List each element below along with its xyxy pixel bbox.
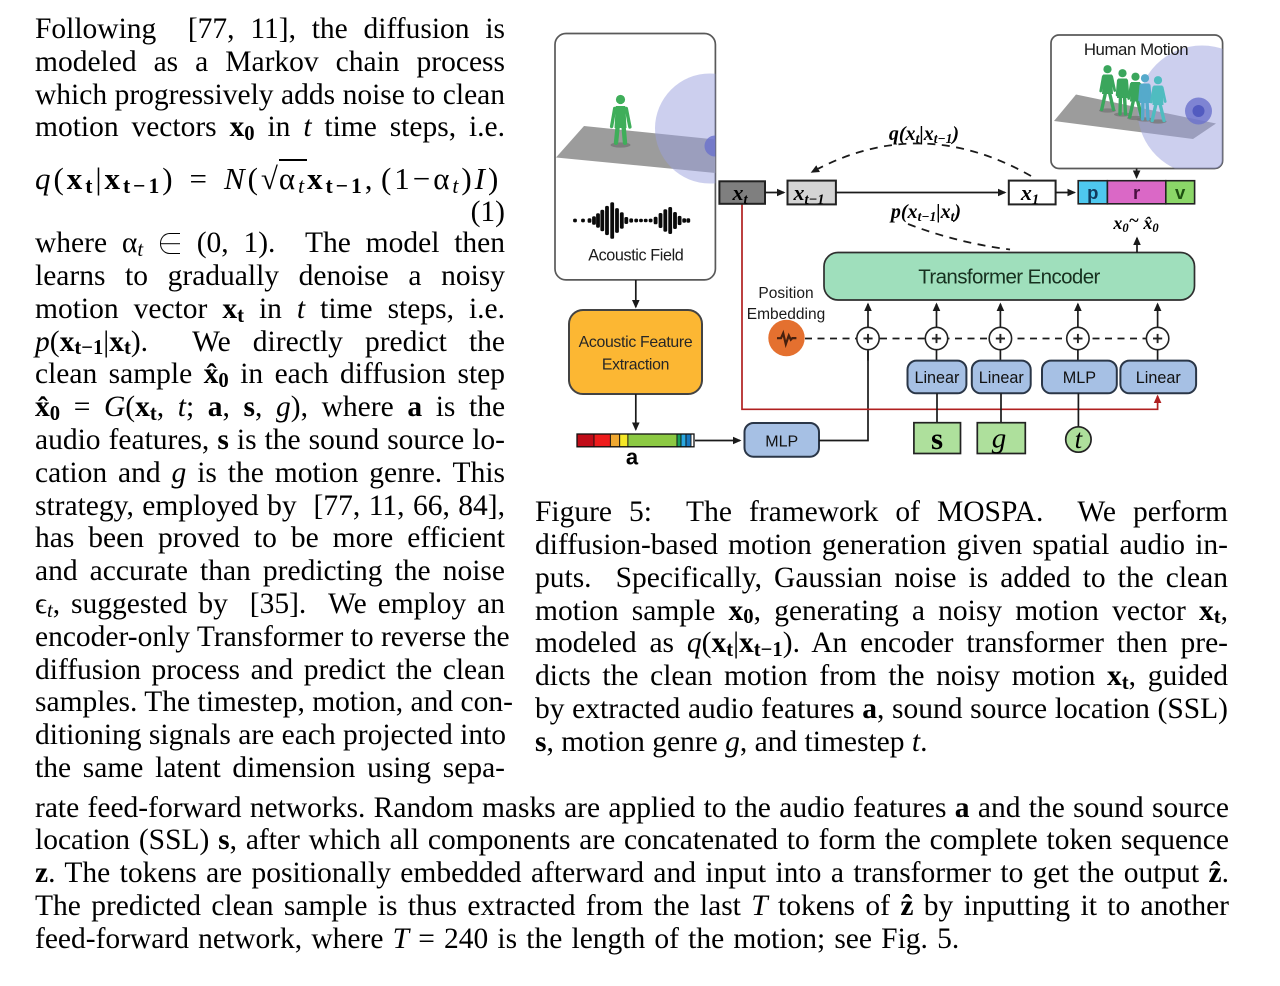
svg-text:Position: Position [758,285,813,302]
svg-text:p: p [1087,182,1098,203]
svg-text:q(xt|xt−1): q(xt|xt−1) [889,123,959,146]
svg-text:Acoustic Field: Acoustic Field [588,247,683,265]
svg-text:Linear: Linear [914,369,960,387]
svg-text:t: t [1075,424,1084,454]
svg-text:a: a [626,445,639,470]
svg-text:Transformer Encoder: Transformer Encoder [918,266,1100,289]
svg-text:g: g [992,423,1007,455]
svg-text:Linear: Linear [979,369,1025,387]
svg-text:Linear: Linear [1136,369,1182,387]
svg-text:Human Motion: Human Motion [1084,40,1188,59]
svg-text:Embedding: Embedding [747,306,825,323]
svg-text:s: s [931,421,943,456]
svg-text:Extraction: Extraction [602,357,669,374]
svg-text:MLP: MLP [1063,369,1096,387]
svg-text:p(xt−1|xt): p(xt−1|xt) [889,201,961,224]
svg-text:Acoustic Feature: Acoustic Feature [579,334,693,351]
svg-text:r: r [1133,182,1140,203]
svg-text:v: v [1175,182,1186,203]
svg-text:MLP: MLP [765,434,798,451]
svg-text:x0~ x̂0: x0~ x̂0 [1112,210,1159,235]
